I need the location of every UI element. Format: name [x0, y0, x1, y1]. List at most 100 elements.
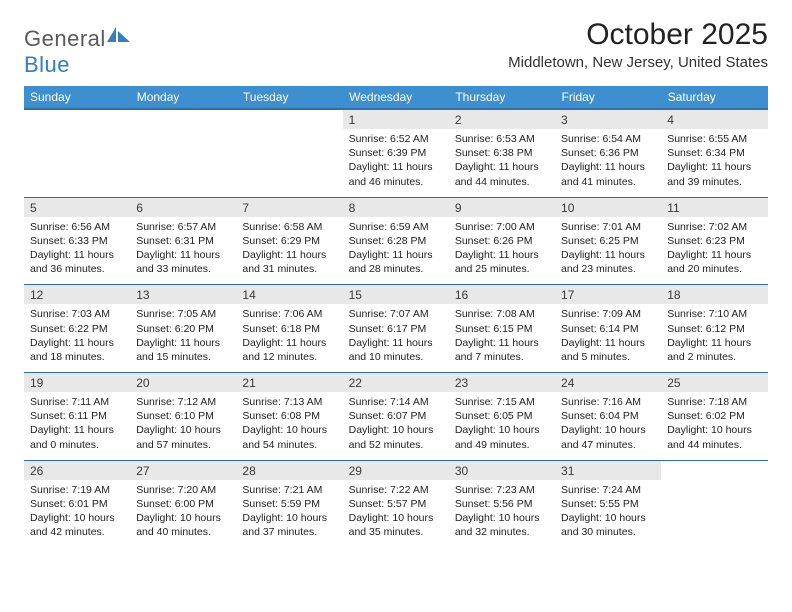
- day-detail: Sunrise: 7:13 AMSunset: 6:08 PMDaylight:…: [236, 392, 342, 460]
- day-number: 17: [555, 285, 661, 305]
- day-number: 4: [661, 109, 767, 129]
- col-wednesday: Wednesday: [343, 86, 449, 109]
- day-detail: Sunrise: 6:54 AMSunset: 6:36 PMDaylight:…: [555, 129, 661, 197]
- day-detail: [661, 480, 767, 548]
- day-detail: Sunrise: 7:14 AMSunset: 6:07 PMDaylight:…: [343, 392, 449, 460]
- detail-row: Sunrise: 6:56 AMSunset: 6:33 PMDaylight:…: [24, 217, 768, 285]
- day-detail: Sunrise: 7:05 AMSunset: 6:20 PMDaylight:…: [130, 304, 236, 372]
- day-detail: Sunrise: 7:24 AMSunset: 5:55 PMDaylight:…: [555, 480, 661, 548]
- day-detail: Sunrise: 7:11 AMSunset: 6:11 PMDaylight:…: [24, 392, 130, 460]
- detail-row: Sunrise: 7:19 AMSunset: 6:01 PMDaylight:…: [24, 480, 768, 548]
- daynum-row: 1234: [24, 109, 768, 129]
- col-saturday: Saturday: [661, 86, 767, 109]
- logo-word2: Blue: [24, 52, 70, 77]
- day-detail: Sunrise: 7:19 AMSunset: 6:01 PMDaylight:…: [24, 480, 130, 548]
- day-number: 10: [555, 197, 661, 217]
- detail-row: Sunrise: 7:03 AMSunset: 6:22 PMDaylight:…: [24, 304, 768, 372]
- day-detail: Sunrise: 6:59 AMSunset: 6:28 PMDaylight:…: [343, 217, 449, 285]
- day-detail: Sunrise: 7:02 AMSunset: 6:23 PMDaylight:…: [661, 217, 767, 285]
- day-number: 14: [236, 285, 342, 305]
- logo-sails-icon: [106, 26, 132, 51]
- day-detail: Sunrise: 6:52 AMSunset: 6:39 PMDaylight:…: [343, 129, 449, 197]
- day-detail: Sunrise: 7:22 AMSunset: 5:57 PMDaylight:…: [343, 480, 449, 548]
- detail-row: Sunrise: 7:11 AMSunset: 6:11 PMDaylight:…: [24, 392, 768, 460]
- daynum-row: 567891011: [24, 197, 768, 217]
- day-detail: Sunrise: 6:56 AMSunset: 6:33 PMDaylight:…: [24, 217, 130, 285]
- calendar-header: Sunday Monday Tuesday Wednesday Thursday…: [24, 86, 768, 109]
- day-number: 3: [555, 109, 661, 129]
- daynum-row: 262728293031: [24, 460, 768, 480]
- day-number: 28: [236, 460, 342, 480]
- day-number: 29: [343, 460, 449, 480]
- calendar-table: Sunday Monday Tuesday Wednesday Thursday…: [24, 86, 768, 547]
- day-number: 16: [449, 285, 555, 305]
- col-monday: Monday: [130, 86, 236, 109]
- day-detail: Sunrise: 7:23 AMSunset: 5:56 PMDaylight:…: [449, 480, 555, 548]
- day-number: 6: [130, 197, 236, 217]
- logo-word1: General: [24, 26, 106, 51]
- day-detail: Sunrise: 7:01 AMSunset: 6:25 PMDaylight:…: [555, 217, 661, 285]
- day-number: 11: [661, 197, 767, 217]
- day-number: 25: [661, 373, 767, 393]
- daynum-row: 12131415161718: [24, 285, 768, 305]
- day-number: 24: [555, 373, 661, 393]
- logo: GeneralBlue: [24, 18, 132, 78]
- day-detail: [24, 129, 130, 197]
- day-detail: Sunrise: 7:21 AMSunset: 5:59 PMDaylight:…: [236, 480, 342, 548]
- col-thursday: Thursday: [449, 86, 555, 109]
- col-sunday: Sunday: [24, 86, 130, 109]
- logo-text: GeneralBlue: [24, 24, 132, 78]
- day-detail: Sunrise: 7:12 AMSunset: 6:10 PMDaylight:…: [130, 392, 236, 460]
- day-number: 22: [343, 373, 449, 393]
- day-detail: Sunrise: 7:06 AMSunset: 6:18 PMDaylight:…: [236, 304, 342, 372]
- day-detail: Sunrise: 6:55 AMSunset: 6:34 PMDaylight:…: [661, 129, 767, 197]
- header-row: GeneralBlue October 2025 Middletown, New…: [24, 18, 768, 78]
- day-detail: Sunrise: 7:00 AMSunset: 6:26 PMDaylight:…: [449, 217, 555, 285]
- day-number: 27: [130, 460, 236, 480]
- day-number: 21: [236, 373, 342, 393]
- col-friday: Friday: [555, 86, 661, 109]
- day-number: 20: [130, 373, 236, 393]
- location: Middletown, New Jersey, United States: [508, 54, 768, 71]
- title-block: October 2025 Middletown, New Jersey, Uni…: [508, 18, 768, 71]
- day-number: 5: [24, 197, 130, 217]
- day-number: 26: [24, 460, 130, 480]
- day-detail: Sunrise: 6:53 AMSunset: 6:38 PMDaylight:…: [449, 129, 555, 197]
- day-detail: Sunrise: 7:10 AMSunset: 6:12 PMDaylight:…: [661, 304, 767, 372]
- day-detail: Sunrise: 7:07 AMSunset: 6:17 PMDaylight:…: [343, 304, 449, 372]
- day-detail: Sunrise: 7:08 AMSunset: 6:15 PMDaylight:…: [449, 304, 555, 372]
- day-detail: [130, 129, 236, 197]
- calendar-body: 1234Sunrise: 6:52 AMSunset: 6:39 PMDayli…: [24, 109, 768, 547]
- day-detail: Sunrise: 6:58 AMSunset: 6:29 PMDaylight:…: [236, 217, 342, 285]
- day-detail: Sunrise: 6:57 AMSunset: 6:31 PMDaylight:…: [130, 217, 236, 285]
- day-number: [130, 109, 236, 129]
- day-number: 15: [343, 285, 449, 305]
- day-number: [24, 109, 130, 129]
- day-detail: Sunrise: 7:20 AMSunset: 6:00 PMDaylight:…: [130, 480, 236, 548]
- day-number: 23: [449, 373, 555, 393]
- day-number: 31: [555, 460, 661, 480]
- day-number: 2: [449, 109, 555, 129]
- day-number: 1: [343, 109, 449, 129]
- day-number: 9: [449, 197, 555, 217]
- detail-row: Sunrise: 6:52 AMSunset: 6:39 PMDaylight:…: [24, 129, 768, 197]
- day-number: [236, 109, 342, 129]
- col-tuesday: Tuesday: [236, 86, 342, 109]
- day-number: 19: [24, 373, 130, 393]
- day-number: 12: [24, 285, 130, 305]
- day-number: [661, 460, 767, 480]
- month-title: October 2025: [508, 18, 768, 52]
- day-number: 7: [236, 197, 342, 217]
- day-number: 13: [130, 285, 236, 305]
- day-number: 30: [449, 460, 555, 480]
- day-detail: Sunrise: 7:09 AMSunset: 6:14 PMDaylight:…: [555, 304, 661, 372]
- day-detail: [236, 129, 342, 197]
- day-detail: Sunrise: 7:18 AMSunset: 6:02 PMDaylight:…: [661, 392, 767, 460]
- daynum-row: 19202122232425: [24, 373, 768, 393]
- day-number: 18: [661, 285, 767, 305]
- day-detail: Sunrise: 7:15 AMSunset: 6:05 PMDaylight:…: [449, 392, 555, 460]
- day-detail: Sunrise: 7:16 AMSunset: 6:04 PMDaylight:…: [555, 392, 661, 460]
- calendar-page: GeneralBlue October 2025 Middletown, New…: [0, 0, 792, 559]
- day-detail: Sunrise: 7:03 AMSunset: 6:22 PMDaylight:…: [24, 304, 130, 372]
- day-number: 8: [343, 197, 449, 217]
